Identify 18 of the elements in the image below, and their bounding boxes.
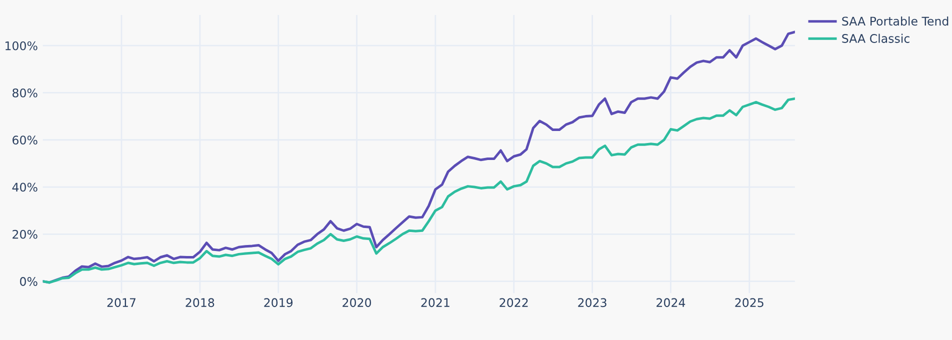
x-tick-label: 2022	[500, 298, 528, 308]
y-tick-label: 0%	[20, 277, 38, 286]
x-tick-label: 2021	[421, 298, 450, 308]
x-tick-label: 2023	[578, 298, 606, 308]
y-tick-label: 20%	[12, 230, 38, 239]
x-tick-label: 2018	[186, 298, 214, 308]
x-tick-label: 2019	[264, 298, 293, 308]
x-tick-label: 2017	[107, 298, 136, 308]
legend-label: SAA Portable Tend	[842, 16, 948, 26]
y-tick-label: 60%	[12, 136, 38, 145]
y-tick-label: 80%	[12, 88, 38, 98]
x-tick-label: 2024	[656, 298, 686, 308]
legend-label: SAA Classic	[842, 34, 910, 43]
x-tick-label: 2025	[735, 298, 764, 308]
x-tick-label: 2020	[342, 298, 372, 308]
y-tick-label: 40%	[12, 182, 38, 192]
y-tick-label: 100%	[6, 41, 38, 50]
line-series	[42, 97, 795, 284]
